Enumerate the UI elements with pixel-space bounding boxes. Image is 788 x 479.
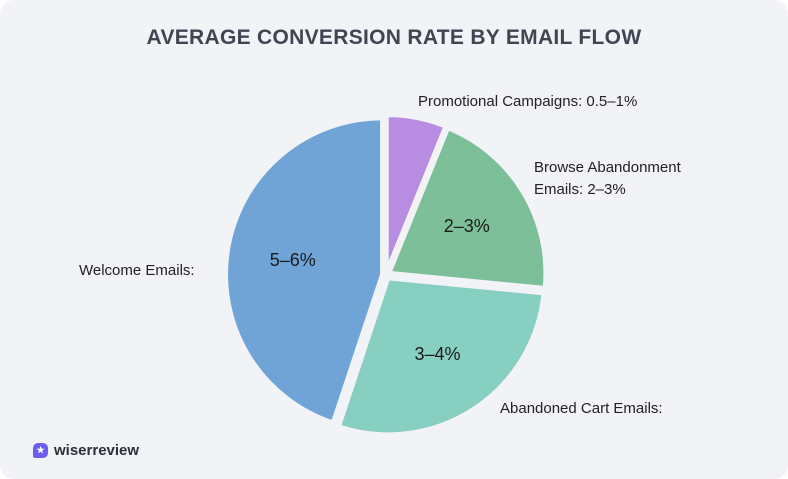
label-welcome: Welcome Emails: [79,262,195,279]
pie-slice-welcome-emails [224,116,385,425]
slice-value-label: 2–3% [444,216,490,236]
label-browse-line2: Emails: 2–3% [534,181,626,198]
label-promotional: Promotional Campaigns: 0.5–1% [418,93,637,110]
label-browse-line1: Browse Abandonment [534,159,682,176]
pie-slice-promotional-campaigns [384,113,448,272]
slice-value-label: 5–6% [270,250,316,270]
brand-logo: ★ wiserreview [33,442,139,459]
brand-name: wiserreview [54,442,140,459]
chart-title: AVERAGE CONVERSION RATE BY EMAIL FLOW [146,26,642,49]
label-abandoned-cart: Abandoned Cart Emails: [500,400,663,417]
slice-value-label: 3–4% [415,344,461,364]
pie-slice-abandoned-cart-emails [336,276,546,437]
pie-slice-browse-abandonment-emails [386,125,548,291]
star-badge-icon: ★ [33,443,48,458]
